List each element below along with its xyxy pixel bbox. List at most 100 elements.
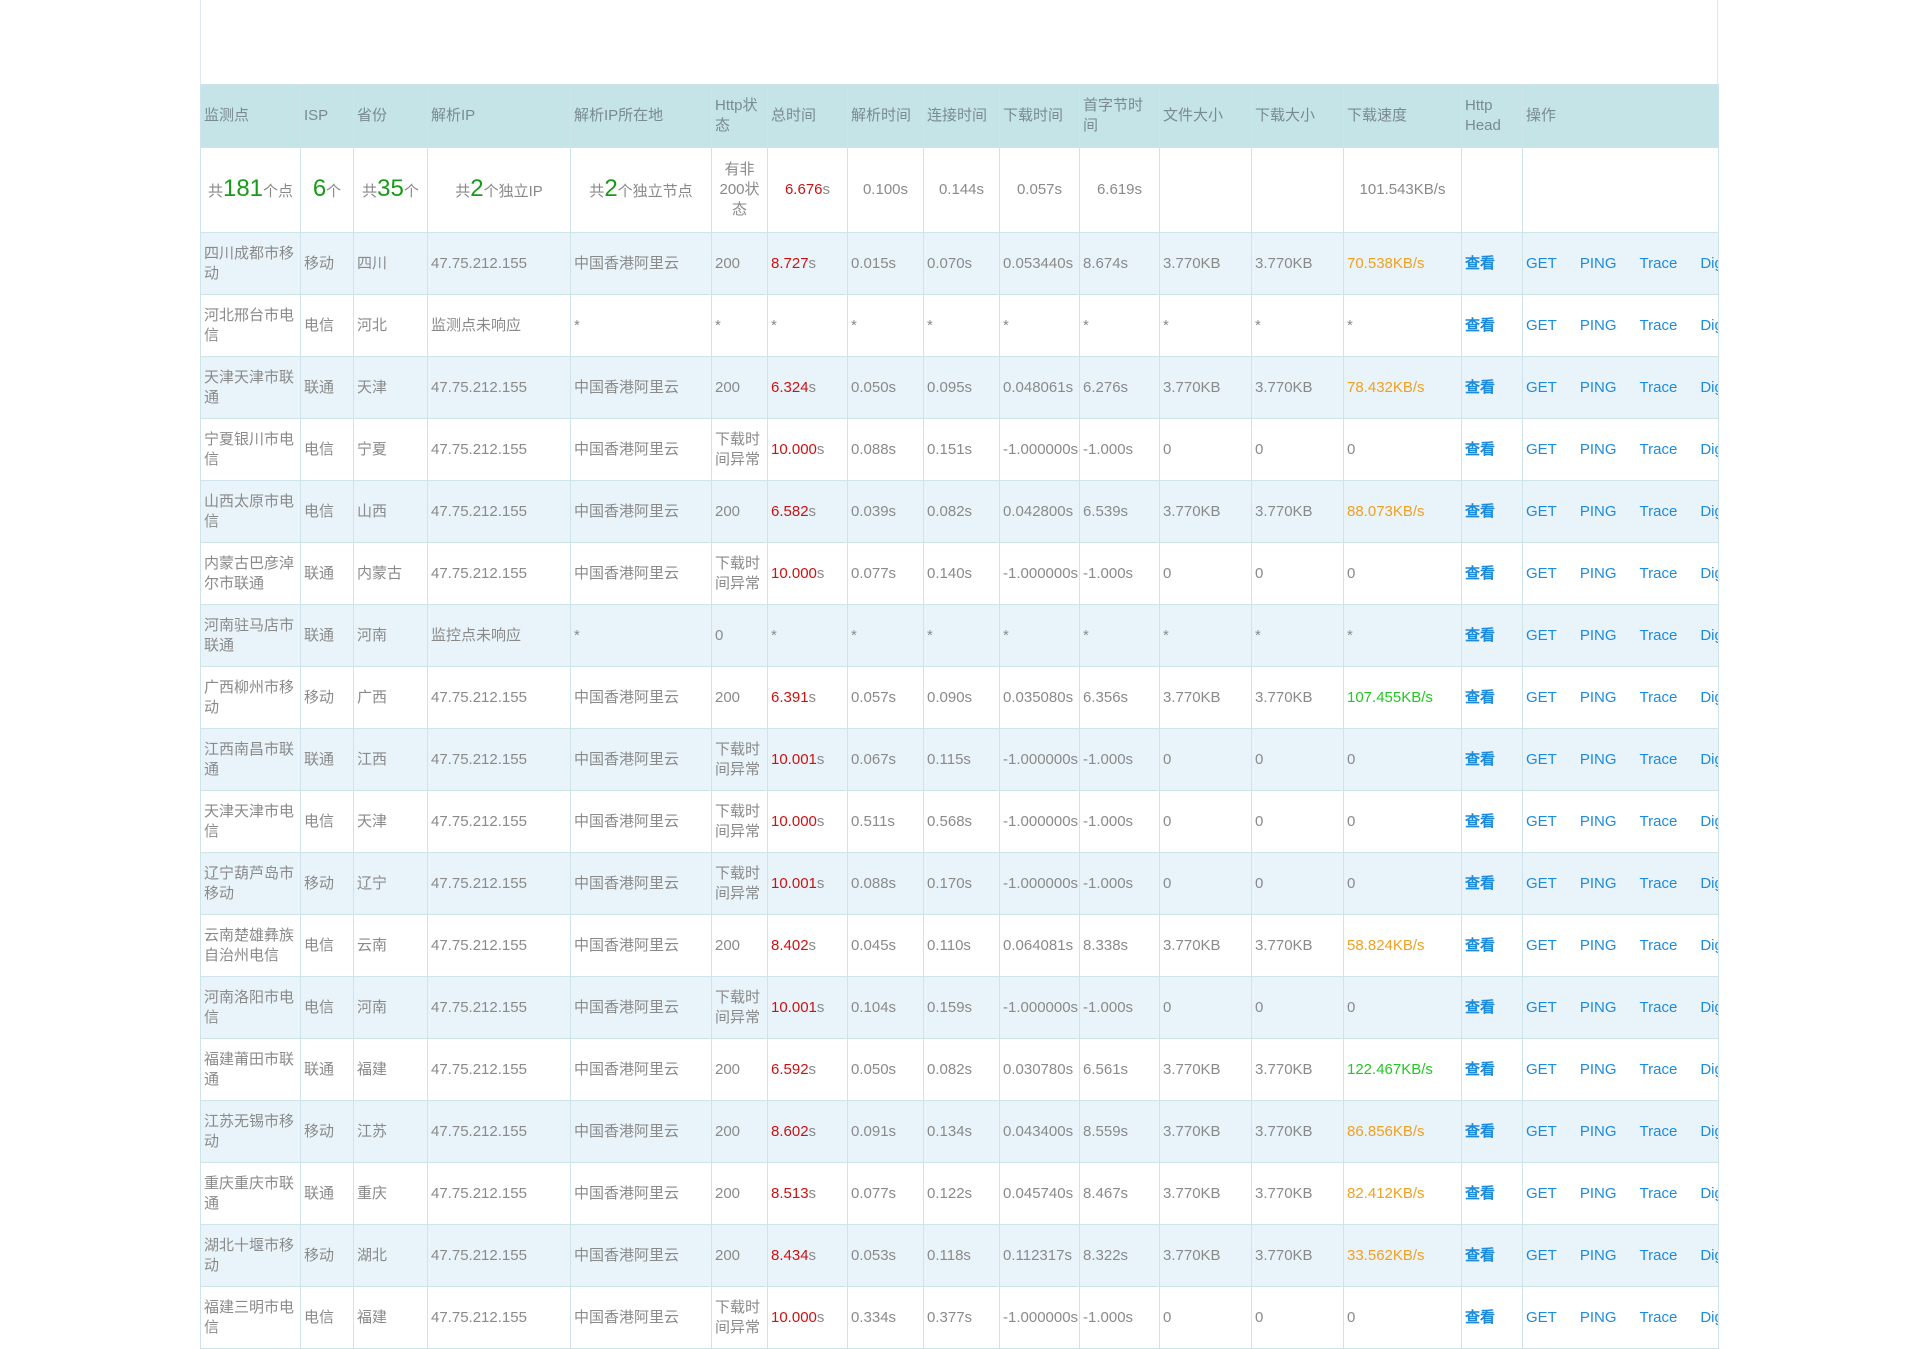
trace-link[interactable]: Trace [1639,688,1678,706]
get-link[interactable]: GET [1526,316,1557,334]
view-head-link[interactable]: 查看 [1465,316,1496,334]
trace-link[interactable]: Trace [1639,1184,1678,1202]
ping-link[interactable]: PING [1579,564,1617,582]
dig-link[interactable]: Dig [1700,688,1717,706]
get-link[interactable]: GET [1526,254,1557,272]
get-link[interactable]: GET [1526,1184,1557,1202]
cell-resolved-ip[interactable]: 47.75.212.155 [427,728,571,791]
dig-link[interactable]: Dig [1700,1122,1717,1140]
view-head-link[interactable]: 查看 [1465,1246,1496,1264]
ping-link[interactable]: PING [1579,1184,1617,1202]
view-head-link[interactable]: 查看 [1465,564,1496,582]
get-link[interactable]: GET [1526,626,1557,644]
trace-link[interactable]: Trace [1639,440,1678,458]
view-head-link[interactable]: 查看 [1465,688,1496,706]
cell-resolved-ip[interactable]: 47.75.212.155 [427,790,571,853]
ping-link[interactable]: PING [1579,750,1617,768]
ping-link[interactable]: PING [1579,998,1617,1016]
get-link[interactable]: GET [1526,564,1557,582]
view-head-link[interactable]: 查看 [1465,1060,1496,1078]
get-link[interactable]: GET [1526,998,1557,1016]
cell-resolved-ip[interactable]: 47.75.212.155 [427,1162,571,1225]
view-head-link[interactable]: 查看 [1465,874,1496,892]
dig-link[interactable]: Dig [1700,1246,1717,1264]
cell-resolved-ip[interactable]: 47.75.212.155 [427,976,571,1039]
get-link[interactable]: GET [1526,874,1557,892]
ping-link[interactable]: PING [1579,1122,1617,1140]
get-link[interactable]: GET [1526,440,1557,458]
view-head-link[interactable]: 查看 [1465,1122,1496,1140]
cell-resolved-ip[interactable]: 47.75.212.155 [427,356,571,419]
trace-link[interactable]: Trace [1639,626,1678,644]
cell-resolved-ip[interactable]: 47.75.212.155 [427,914,571,977]
cell-resolved-ip[interactable]: 47.75.212.155 [427,1038,571,1101]
dig-link[interactable]: Dig [1700,316,1717,334]
ping-link[interactable]: PING [1579,688,1617,706]
trace-link[interactable]: Trace [1639,378,1678,396]
trace-link[interactable]: Trace [1639,1308,1678,1326]
view-head-link[interactable]: 查看 [1465,936,1496,954]
view-head-link[interactable]: 查看 [1465,1308,1496,1326]
dig-link[interactable]: Dig [1700,874,1717,892]
ping-link[interactable]: PING [1579,316,1617,334]
cell-resolved-ip[interactable]: 47.75.212.155 [427,666,571,729]
dig-link[interactable]: Dig [1700,936,1717,954]
view-head-link[interactable]: 查看 [1465,998,1496,1016]
ping-link[interactable]: PING [1579,936,1617,954]
trace-link[interactable]: Trace [1639,936,1678,954]
ping-link[interactable]: PING [1579,626,1617,644]
get-link[interactable]: GET [1526,1060,1557,1078]
view-head-link[interactable]: 查看 [1465,750,1496,768]
get-link[interactable]: GET [1526,378,1557,396]
trace-link[interactable]: Trace [1639,1246,1678,1264]
ping-link[interactable]: PING [1579,440,1617,458]
dig-link[interactable]: Dig [1700,254,1717,272]
get-link[interactable]: GET [1526,1122,1557,1140]
view-head-link[interactable]: 查看 [1465,378,1496,396]
view-head-link[interactable]: 查看 [1465,812,1496,830]
cell-resolved-ip[interactable]: 47.75.212.155 [427,232,571,295]
trace-link[interactable]: Trace [1639,1122,1678,1140]
trace-link[interactable]: Trace [1639,316,1678,334]
cell-resolved-ip[interactable]: 47.75.212.155 [427,852,571,915]
get-link[interactable]: GET [1526,502,1557,520]
cell-resolved-ip[interactable]: 47.75.212.155 [427,418,571,481]
view-head-link[interactable]: 查看 [1465,254,1496,272]
get-link[interactable]: GET [1526,1308,1557,1326]
dig-link[interactable]: Dig [1700,998,1717,1016]
get-link[interactable]: GET [1526,750,1557,768]
dig-link[interactable]: Dig [1700,1308,1717,1326]
trace-link[interactable]: Trace [1639,254,1678,272]
ping-link[interactable]: PING [1579,812,1617,830]
trace-link[interactable]: Trace [1639,502,1678,520]
cell-resolved-ip[interactable]: 47.75.212.155 [427,1286,571,1349]
ping-link[interactable]: PING [1579,1246,1617,1264]
view-head-link[interactable]: 查看 [1465,440,1496,458]
dig-link[interactable]: Dig [1700,626,1717,644]
view-head-link[interactable]: 查看 [1465,1184,1496,1202]
cell-resolved-ip[interactable]: 47.75.212.155 [427,1224,571,1287]
ping-link[interactable]: PING [1579,254,1617,272]
dig-link[interactable]: Dig [1700,564,1717,582]
dig-link[interactable]: Dig [1700,1060,1717,1078]
trace-link[interactable]: Trace [1639,750,1678,768]
trace-link[interactable]: Trace [1639,874,1678,892]
ping-link[interactable]: PING [1579,502,1617,520]
get-link[interactable]: GET [1526,812,1557,830]
get-link[interactable]: GET [1526,1246,1557,1264]
ping-link[interactable]: PING [1579,874,1617,892]
ping-link[interactable]: PING [1579,378,1617,396]
get-link[interactable]: GET [1526,688,1557,706]
cell-resolved-ip[interactable]: 47.75.212.155 [427,480,571,543]
dig-link[interactable]: Dig [1700,1184,1717,1202]
trace-link[interactable]: Trace [1639,564,1678,582]
trace-link[interactable]: Trace [1639,998,1678,1016]
get-link[interactable]: GET [1526,936,1557,954]
cell-resolved-ip[interactable]: 47.75.212.155 [427,1100,571,1163]
view-head-link[interactable]: 查看 [1465,626,1496,644]
dig-link[interactable]: Dig [1700,812,1717,830]
dig-link[interactable]: Dig [1700,440,1717,458]
trace-link[interactable]: Trace [1639,812,1678,830]
dig-link[interactable]: Dig [1700,750,1717,768]
ping-link[interactable]: PING [1579,1308,1617,1326]
